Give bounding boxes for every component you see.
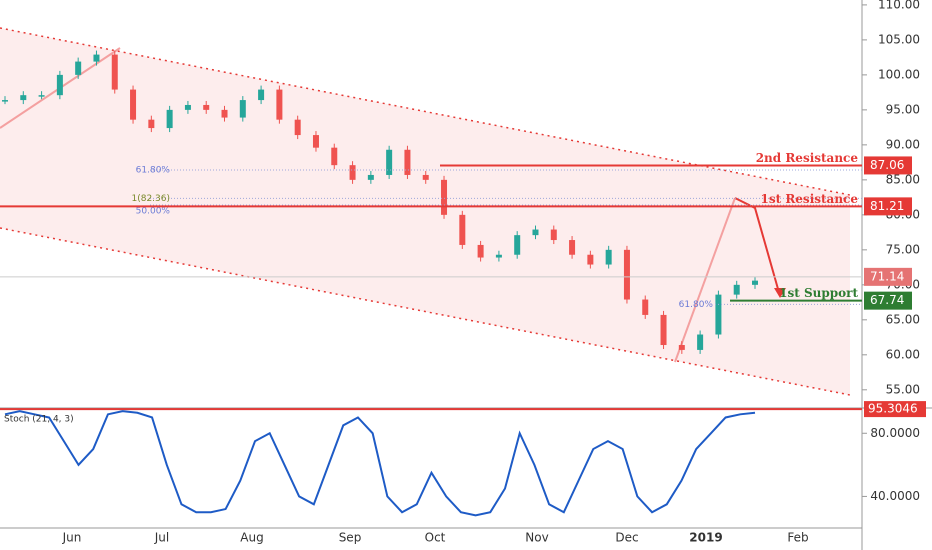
forecast-arrow bbox=[734, 197, 781, 297]
level-box bbox=[864, 156, 912, 175]
x-tick-label: Oct bbox=[425, 531, 446, 545]
level-name: 1st Support bbox=[779, 286, 858, 300]
candle bbox=[276, 89, 283, 120]
stoch-name: Stoch (21, 4, 3) bbox=[4, 415, 74, 425]
candle bbox=[660, 314, 667, 346]
candle bbox=[75, 61, 82, 75]
candle bbox=[239, 100, 246, 118]
channel-fill bbox=[0, 28, 850, 395]
candle bbox=[459, 214, 466, 245]
candle bbox=[550, 229, 557, 241]
y-tick-label: 95.00 bbox=[886, 102, 920, 116]
fib-label: 61.80% bbox=[679, 300, 714, 310]
x-tick-label: Nov bbox=[525, 531, 548, 545]
candle bbox=[258, 89, 265, 101]
fib-label: 1(82.36) bbox=[131, 194, 170, 204]
candle bbox=[2, 100, 8, 102]
y-tick-label: 100.00 bbox=[878, 67, 920, 81]
candle bbox=[221, 109, 228, 118]
candle bbox=[477, 244, 484, 258]
candle bbox=[93, 54, 100, 62]
candle bbox=[20, 95, 27, 101]
level-label: 81.21 bbox=[870, 199, 904, 213]
candle bbox=[312, 135, 319, 148]
candle bbox=[294, 119, 301, 136]
level-box bbox=[864, 197, 912, 216]
candle bbox=[715, 294, 722, 335]
x-tick-label: Jun bbox=[62, 531, 82, 545]
channel-top bbox=[0, 27, 851, 196]
candle bbox=[166, 109, 173, 129]
candle bbox=[38, 95, 45, 97]
y-tick-label: 90.00 bbox=[886, 137, 920, 151]
level-name: 2nd Resistance bbox=[756, 151, 859, 165]
level-label: 67.74 bbox=[870, 293, 904, 307]
y-tick-label: 65.00 bbox=[886, 312, 920, 326]
candle bbox=[386, 149, 393, 175]
candle bbox=[404, 149, 411, 175]
candle bbox=[441, 179, 448, 215]
y-tick-label: 40.0000 bbox=[870, 489, 920, 503]
candle bbox=[678, 345, 685, 350]
candle bbox=[642, 299, 649, 315]
x-tick-label: Sep bbox=[339, 531, 362, 545]
fib-label: 61.80% bbox=[136, 166, 171, 176]
y-tick-label: 75.00 bbox=[886, 242, 920, 256]
level-box bbox=[864, 291, 912, 310]
last-price-box bbox=[864, 267, 912, 286]
candle bbox=[422, 174, 429, 180]
candle bbox=[733, 284, 740, 295]
y-tick-label: 60.00 bbox=[886, 347, 920, 361]
candle bbox=[532, 229, 539, 236]
candle bbox=[569, 240, 576, 255]
candle bbox=[605, 249, 612, 265]
x-tick-label: Dec bbox=[615, 531, 638, 545]
candle bbox=[587, 254, 594, 265]
last-price-label: 71.14 bbox=[870, 269, 904, 283]
candle bbox=[111, 54, 118, 90]
fib-label: 50.00% bbox=[136, 207, 171, 217]
y-tick-label: 85.00 bbox=[886, 172, 920, 186]
channel-bottom bbox=[0, 227, 851, 396]
candle bbox=[148, 119, 155, 129]
candle bbox=[623, 249, 630, 300]
level-label: 87.06 bbox=[870, 158, 904, 172]
x-tick-label: Feb bbox=[787, 531, 808, 545]
stoch-level-label: 95.3046 bbox=[868, 402, 918, 416]
candle bbox=[331, 147, 338, 166]
y-tick-label: 110.00 bbox=[878, 0, 920, 11]
candle bbox=[56, 74, 63, 96]
arrow-head bbox=[774, 288, 786, 298]
x-tick-label: 2019 bbox=[689, 531, 722, 545]
y-tick-label: 55.00 bbox=[886, 382, 920, 396]
candle bbox=[752, 280, 758, 285]
candle bbox=[184, 104, 191, 110]
y-tick-label: 105.00 bbox=[878, 32, 920, 46]
candle bbox=[349, 165, 356, 180]
x-tick-label: Aug bbox=[240, 531, 263, 545]
candle bbox=[367, 174, 374, 180]
candle bbox=[495, 254, 502, 258]
candle bbox=[203, 104, 210, 110]
projection-arrow bbox=[674, 197, 736, 363]
level-name: 1st Resistance bbox=[761, 192, 859, 206]
stoch-level-box bbox=[864, 401, 926, 418]
x-tick-label: Jul bbox=[154, 531, 169, 545]
candle bbox=[130, 89, 137, 120]
stoch-line bbox=[4, 410, 756, 517]
candle bbox=[514, 235, 521, 255]
y-tick-label: 80.0000 bbox=[870, 426, 920, 440]
candle bbox=[697, 334, 704, 350]
